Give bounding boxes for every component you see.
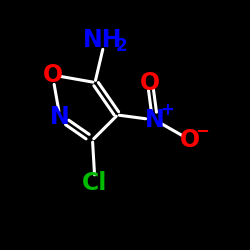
Text: O: O (140, 70, 160, 94)
Text: N: N (145, 108, 165, 132)
Text: −: − (196, 121, 209, 139)
Text: N: N (50, 106, 70, 130)
Text: Cl: Cl (82, 170, 108, 194)
Text: 2: 2 (116, 37, 127, 55)
Text: NH: NH (83, 28, 122, 52)
Text: +: + (160, 101, 174, 119)
Text: O: O (42, 63, 62, 87)
Text: O: O (180, 128, 200, 152)
